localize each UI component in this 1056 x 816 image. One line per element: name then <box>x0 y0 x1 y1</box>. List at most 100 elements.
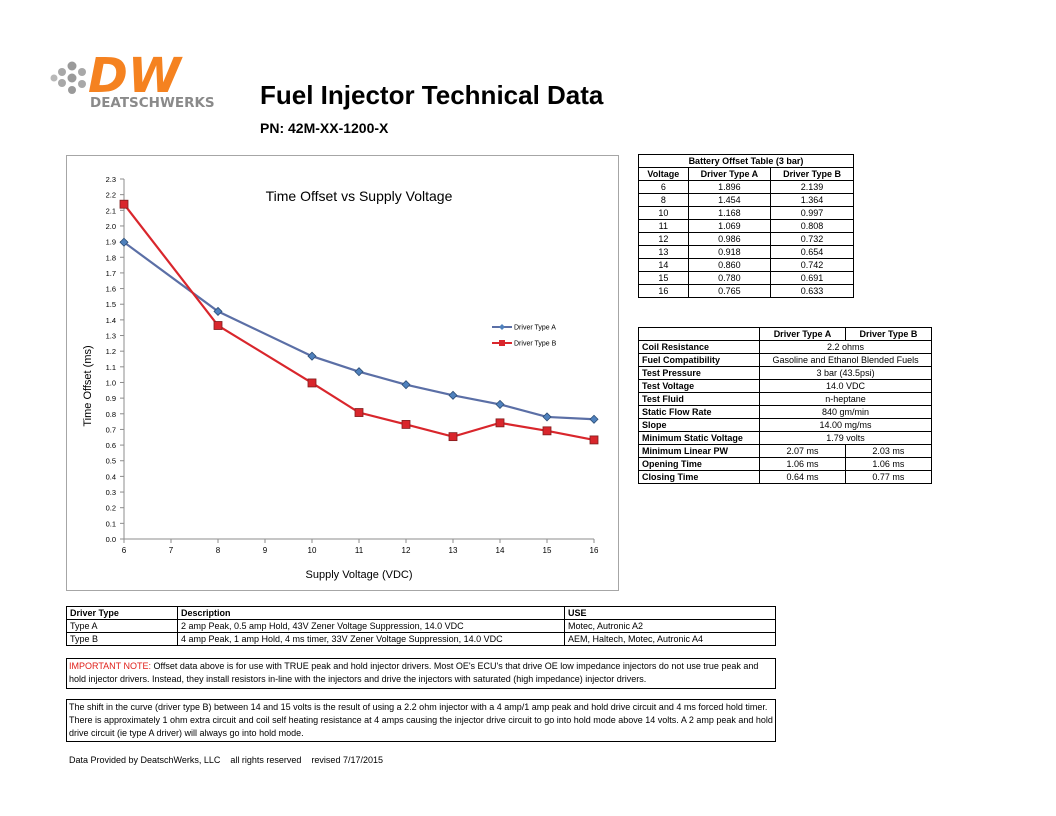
table-row: 15 0.780 0.691 <box>638 271 854 285</box>
y-tick-label: 1.7 <box>106 269 116 278</box>
table-cell: 0.742 <box>770 258 854 272</box>
table-row: Static Flow Rate 840 gm/min <box>637 405 932 419</box>
table-cell: 2.139 <box>770 180 854 194</box>
y-tick-label: 1.4 <box>106 316 116 325</box>
table-cell: 0.780 <box>687 271 772 285</box>
legend-label: Driver Type A <box>514 325 556 332</box>
data-point-driver-type-a <box>448 390 458 400</box>
table-cell: 0.997 <box>770 206 854 220</box>
data-point-driver-type-b <box>495 418 505 428</box>
y-tick-label: 2.1 <box>106 206 116 215</box>
table-cell: 0.691 <box>770 271 854 285</box>
chart-title: Time Offset vs Supply Voltage <box>266 188 453 204</box>
spec-value: 2.2 ohms <box>759 340 932 354</box>
y-tick-label: 0.1 <box>106 519 116 528</box>
legend-marker <box>499 340 505 346</box>
data-point-driver-type-b <box>119 199 129 209</box>
spec-value: n-heptane <box>759 392 932 406</box>
spec-label: Fuel Compatibility <box>637 353 761 367</box>
column-header: Driver Type A <box>687 167 772 181</box>
table-cell: 14 <box>638 258 689 272</box>
table-cell: Type A <box>66 619 178 633</box>
x-tick-label: 16 <box>590 546 599 555</box>
curve-shift-note: The shift in the curve (driver type B) b… <box>66 699 776 742</box>
spec-label: Slope <box>637 418 761 432</box>
y-tick-label: 1.2 <box>106 347 116 356</box>
battery-offset-table: Battery Offset Table (3 bar) Voltage Dri… <box>638 154 854 298</box>
table-row: Closing Time 0.64 ms 0.77 ms <box>637 470 933 484</box>
legend-label: Driver Type B <box>514 341 557 348</box>
spec-label: Static Flow Rate <box>637 405 761 419</box>
table-cell: Motec, Autronic A2 <box>564 619 776 633</box>
column-header: Voltage <box>638 167 689 181</box>
table-cell: 1.168 <box>687 206 772 220</box>
battery-table-title: Battery Offset Table (3 bar) <box>638 154 854 168</box>
table-cell: 0.633 <box>770 284 854 298</box>
data-point-driver-type-b <box>589 435 599 445</box>
injector-specs-table: Driver Type A Driver Type B Coil Resista… <box>637 327 933 484</box>
y-tick-label: 2.0 <box>106 222 116 231</box>
spec-value: Gasoline and Ethanol Blended Fuels <box>759 353 932 367</box>
x-tick-label: 8 <box>216 546 221 555</box>
y-tick-label: 1.5 <box>106 300 116 309</box>
spec-label: Test Voltage <box>637 379 761 393</box>
table-cell: 1.896 <box>687 180 772 194</box>
data-point-driver-type-a <box>354 367 364 377</box>
data-point-driver-type-a <box>401 380 411 390</box>
y-tick-label: 1.0 <box>106 378 116 387</box>
logo-dot <box>58 68 66 76</box>
table-cell: 6 <box>638 180 689 194</box>
table-header-row: Driver Type Description USE <box>66 606 776 620</box>
y-tick-label: 2.3 <box>106 175 116 184</box>
data-point-driver-type-a <box>213 306 223 316</box>
spec-value-a: 0.64 ms <box>759 470 846 484</box>
footer-text: Data Provided by DeatschWerks, LLC all r… <box>69 755 383 765</box>
table-cell: 0.654 <box>770 245 854 259</box>
spec-label: Test Fluid <box>637 392 761 406</box>
legend-marker <box>499 324 505 330</box>
y-tick-label: 0.7 <box>106 425 116 434</box>
table-title-row: Battery Offset Table (3 bar) <box>638 154 854 168</box>
y-tick-label: 0.8 <box>106 410 116 419</box>
x-tick-label: 12 <box>402 546 411 555</box>
table-cell: 1.069 <box>687 219 772 233</box>
logo-mark: DW <box>88 48 183 104</box>
logo-dot <box>67 61 77 71</box>
spec-value: 14.0 VDC <box>759 379 932 393</box>
table-cell: 0.732 <box>770 232 854 246</box>
table-row: 8 1.454 1.364 <box>638 193 854 207</box>
x-tick-label: 10 <box>308 546 317 555</box>
important-note-text: Offset data above is for use with TRUE p… <box>69 661 759 684</box>
data-point-driver-type-b <box>448 432 458 442</box>
y-tick-label: 0.6 <box>106 441 116 450</box>
data-point-driver-type-a <box>589 414 599 424</box>
y-tick-label: 0.3 <box>106 488 116 497</box>
table-row: Opening Time 1.06 ms 1.06 ms <box>637 457 933 471</box>
table-row: 10 1.168 0.997 <box>638 206 854 220</box>
x-tick-label: 9 <box>263 546 268 555</box>
deatschwerks-logo: DW DEATSCHWERKS <box>48 48 240 114</box>
spec-value: 1.79 volts <box>759 431 932 445</box>
y-tick-label: 1.8 <box>106 253 116 262</box>
data-point-driver-type-a <box>495 399 505 409</box>
table-header-row: Voltage Driver Type A Driver Type B <box>638 167 854 181</box>
spec-label: Minimum Linear PW <box>637 444 761 458</box>
table-row: Test Fluid n-heptane <box>637 392 932 406</box>
y-axis-label: Time Offset (ms) <box>82 345 94 426</box>
y-tick-label: 2.2 <box>106 191 116 200</box>
logo-dot <box>78 80 86 88</box>
data-point-driver-type-b <box>542 426 552 436</box>
spec-value: 3 bar (43.5psi) <box>759 366 932 380</box>
table-row: 11 1.069 0.808 <box>638 219 854 233</box>
table-row: 14 0.860 0.742 <box>638 258 854 272</box>
column-header: Driver Type A <box>759 327 846 341</box>
y-tick-label: 1.1 <box>106 363 116 372</box>
data-point-driver-type-a <box>119 237 129 247</box>
y-tick-label: 0.2 <box>106 504 116 513</box>
table-cell: 1.364 <box>770 193 854 207</box>
spec-label: Coil Resistance <box>637 340 761 354</box>
spec-value-b: 0.77 ms <box>844 470 933 484</box>
x-tick-label: 7 <box>169 546 174 555</box>
